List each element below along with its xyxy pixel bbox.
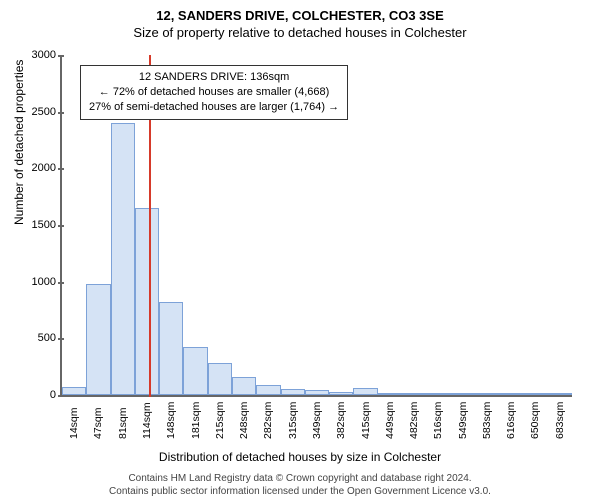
x-tick-label: 181sqm	[190, 402, 202, 439]
x-tick-label: 516sqm	[432, 402, 444, 439]
histogram-bar	[135, 208, 159, 395]
y-tick-label: 2500	[6, 106, 62, 118]
chart-title-main: 12, SANDERS DRIVE, COLCHESTER, CO3 3SE	[0, 8, 600, 23]
bar-slot: 516sqm	[426, 55, 450, 395]
x-tick-label: 47sqm	[92, 407, 104, 439]
chart-title-block: 12, SANDERS DRIVE, COLCHESTER, CO3 3SE S…	[0, 0, 600, 40]
histogram-bar	[402, 393, 426, 395]
y-tick-label: 1500	[6, 219, 62, 231]
y-tick-label: 0	[6, 389, 62, 401]
histogram-bar	[86, 284, 110, 395]
x-tick-label: 482sqm	[408, 402, 420, 439]
footer-line-2: Contains public sector information licen…	[0, 486, 600, 499]
bar-slot: 650sqm	[523, 55, 547, 395]
x-tick-label: 282sqm	[262, 402, 274, 439]
callout-line-3: 27% of semi-detached houses are larger (…	[89, 100, 339, 115]
x-tick-label: 81sqm	[117, 407, 129, 439]
bar-slot: 683sqm	[548, 55, 572, 395]
bar-slot: 583sqm	[475, 55, 499, 395]
x-tick-label: 349sqm	[311, 402, 323, 439]
histogram-bar	[499, 393, 523, 395]
bar-slot: 549sqm	[451, 55, 475, 395]
x-tick-label: 449sqm	[384, 402, 396, 439]
histogram-bar	[353, 388, 377, 395]
histogram-bar	[111, 123, 135, 395]
x-tick-label: 650sqm	[529, 402, 541, 439]
y-tick-label: 2000	[6, 162, 62, 174]
x-tick-label: 549sqm	[457, 402, 469, 439]
histogram-bar	[378, 393, 402, 395]
histogram-bar	[523, 393, 547, 395]
x-tick-label: 215sqm	[214, 402, 226, 439]
histogram-bar	[548, 393, 572, 395]
histogram-bar	[451, 393, 475, 395]
histogram-bar	[208, 363, 232, 395]
x-tick-label: 683sqm	[554, 402, 566, 439]
x-tick-label: 248sqm	[238, 402, 250, 439]
x-tick-label: 14sqm	[68, 407, 80, 439]
x-tick-label: 583sqm	[481, 402, 493, 439]
histogram-bar	[159, 302, 183, 395]
property-callout-box: 12 SANDERS DRIVE: 136sqm ← 72% of detach…	[80, 65, 348, 120]
bar-slot: 482sqm	[402, 55, 426, 395]
x-tick-label: 315sqm	[287, 402, 299, 439]
histogram-bar	[305, 390, 329, 395]
histogram-bar	[62, 387, 86, 395]
histogram-bar	[281, 389, 305, 395]
histogram-bar	[329, 392, 353, 395]
bar-slot: 415sqm	[353, 55, 377, 395]
x-tick-label: 148sqm	[165, 402, 177, 439]
footer-attribution: Contains HM Land Registry data © Crown c…	[0, 473, 600, 498]
x-tick-label: 382sqm	[335, 402, 347, 439]
x-tick-label: 114sqm	[141, 402, 153, 439]
bar-slot: 449sqm	[378, 55, 402, 395]
y-axis-label: Number of detached properties	[12, 60, 26, 225]
plot-area: 14sqm47sqm81sqm114sqm148sqm181sqm215sqm2…	[60, 55, 572, 397]
y-tick-label: 3000	[6, 49, 62, 61]
histogram-bar	[426, 393, 450, 395]
callout-line-2: ← 72% of detached houses are smaller (4,…	[89, 85, 339, 100]
callout-line-1: 12 SANDERS DRIVE: 136sqm	[89, 70, 339, 85]
x-tick-label: 616sqm	[505, 402, 517, 439]
footer-line-1: Contains HM Land Registry data © Crown c…	[0, 473, 600, 486]
y-tick-label: 500	[6, 332, 62, 344]
chart-title-sub: Size of property relative to detached ho…	[0, 25, 600, 40]
x-tick-label: 415sqm	[360, 402, 372, 439]
histogram-bar	[183, 347, 207, 395]
bar-slot: 616sqm	[499, 55, 523, 395]
x-axis-label: Distribution of detached houses by size …	[0, 450, 600, 464]
histogram-bar	[475, 393, 499, 395]
histogram-bar	[256, 385, 280, 395]
y-tick-label: 1000	[6, 276, 62, 288]
histogram-bar	[232, 377, 256, 395]
